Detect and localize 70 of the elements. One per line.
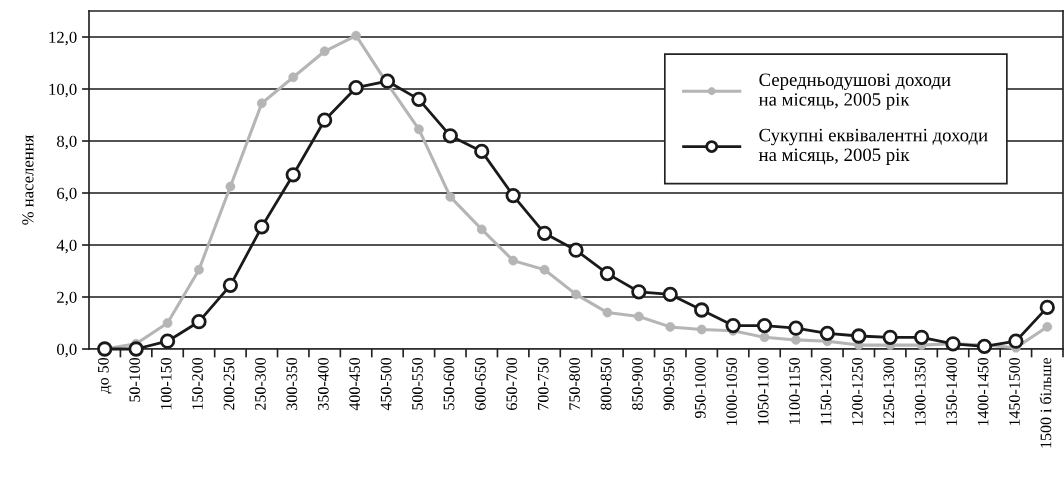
point (128, 341, 144, 357)
point (411, 91, 427, 108)
point (976, 338, 993, 355)
x-tick-label: 500-550 (412, 357, 423, 410)
x-tick-label: 1200-1250 (851, 357, 863, 426)
x-tick-label: 300-350 (286, 357, 298, 410)
y-tick-label: 0,0 (57, 343, 77, 358)
point (1039, 299, 1055, 316)
x-tick-label: 350-400 (317, 357, 329, 410)
point (882, 329, 898, 345)
point (222, 277, 239, 293)
x-tick-label: 550-600 (443, 357, 455, 410)
point (379, 73, 396, 89)
x-tick-label: 950-1000 (694, 357, 706, 419)
point (317, 112, 333, 128)
legend-label: Сукупні еквівалентні доходи на місяць, 2005 рік (758, 128, 988, 165)
x-tick-label: 1250-1300 (883, 357, 895, 426)
x-tick-label: до 50 (97, 357, 112, 394)
point (662, 286, 678, 303)
x-tick-label: 200-250 (223, 357, 235, 410)
y-tick-label: 6,0 (57, 187, 77, 202)
x-tick-label: 1400-1450 (977, 357, 989, 426)
y-axis-title: % населення (22, 135, 34, 225)
y-tick-label: 8,0 (57, 135, 77, 150)
point (631, 284, 647, 300)
point (159, 333, 176, 349)
x-tick-label: 1150-1200 (820, 357, 832, 425)
y-tick-label: 4,0 (56, 239, 77, 254)
point (725, 317, 741, 334)
x-tick-label: 1000-1050 (726, 357, 738, 426)
x-tick-label: 1050-1100 (757, 357, 769, 425)
y-tick-label: 2,0 (57, 291, 77, 306)
point (1008, 333, 1024, 349)
x-tick-label: 150-200 (192, 357, 203, 410)
x-tick-label: 700-750 (537, 357, 549, 410)
x-tick-label: 800-850 (600, 357, 612, 410)
point (819, 325, 835, 342)
x-tick-label: 850-900 (632, 357, 643, 410)
point (599, 265, 616, 282)
point (505, 187, 521, 204)
x-tick-label: 1100-1150 (789, 357, 800, 424)
point (536, 225, 553, 241)
x-tick-label: 450-500 (380, 357, 392, 411)
point (348, 80, 364, 96)
x-tick-label: 1350-1400 (946, 357, 958, 426)
legend-label: Середньодушові доходи на місяць, 2005 рік (758, 73, 951, 110)
x-tick-label: 1300-1350 (914, 357, 926, 426)
x-tick-label: 400-450 (349, 357, 361, 411)
x-tick-label: 1450-1500 (1009, 357, 1020, 426)
point (851, 328, 867, 344)
point (788, 320, 804, 336)
point (442, 128, 458, 144)
point (913, 329, 930, 345)
point (756, 317, 773, 334)
x-tick-label: 1500 і більше (1039, 357, 1052, 448)
x-tick-label: 100-150 (160, 357, 172, 410)
y-tick-label: 10,0 (49, 83, 77, 98)
x-tick-label: 750-800 (569, 357, 580, 410)
point (694, 302, 710, 318)
point (285, 167, 301, 183)
x-tick-label: 50-100 (129, 357, 141, 402)
x-tick-label: 650-700 (506, 357, 518, 410)
x-tick-label: 250-300 (255, 357, 266, 410)
x-tick-label: 600-650 (474, 357, 486, 410)
point (191, 314, 207, 330)
point (474, 143, 490, 160)
point (568, 242, 584, 258)
y-tick-label: 12,0 (49, 31, 77, 46)
x-tick-label: 900-950 (663, 357, 675, 411)
point (254, 219, 270, 235)
